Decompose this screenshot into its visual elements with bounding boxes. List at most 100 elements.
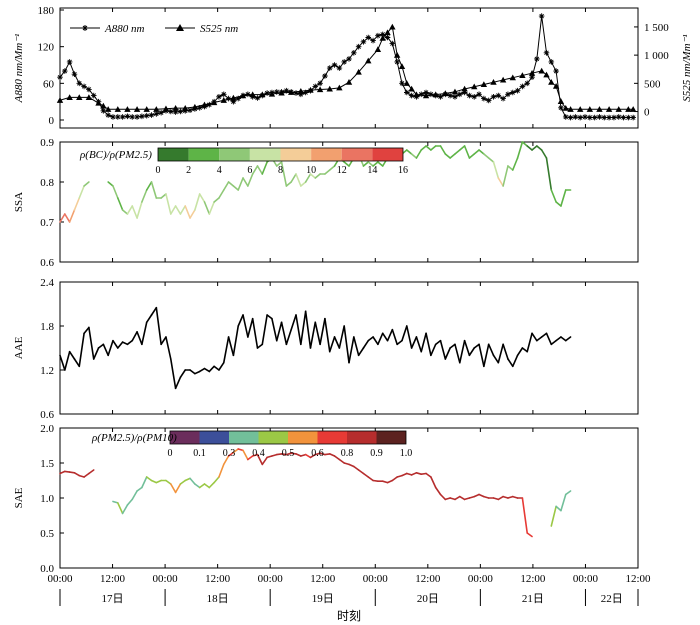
data-point-star — [505, 91, 511, 98]
data-point-star — [298, 91, 304, 98]
series-segment — [290, 314, 297, 331]
y-tick-label: 0.6 — [40, 257, 54, 269]
series-segment — [155, 306, 162, 346]
series-segment — [333, 336, 341, 349]
data-point-star — [519, 83, 526, 90]
data-point-star — [230, 98, 237, 105]
data-point-star — [370, 37, 376, 44]
data-point-triangle — [384, 29, 391, 36]
y-axis-label: A880 nm/Mm⁻¹ — [13, 34, 25, 104]
series-segment — [213, 476, 220, 484]
panel-frame — [59, 281, 639, 415]
data-point-triangle — [355, 68, 362, 75]
data-point-triangle — [297, 88, 305, 94]
series-segment — [68, 209, 76, 223]
series-segment — [449, 497, 456, 501]
colorbar-swatch — [249, 148, 281, 161]
series-segment — [415, 336, 423, 353]
series-segment — [280, 161, 288, 187]
x-tick-label: 00:00 — [153, 573, 179, 585]
series-segment — [526, 532, 533, 538]
data-point-triangle — [85, 94, 93, 100]
data-point-star — [134, 114, 140, 120]
colorbar-swatch — [317, 431, 347, 444]
series-segment — [218, 463, 225, 478]
x-tick-label: 12:00 — [310, 573, 336, 585]
y-tick-label: 1.0 — [40, 493, 54, 505]
data-point-star — [293, 90, 299, 96]
data-point-star — [143, 112, 150, 119]
series-line-1 — [59, 25, 634, 110]
series-segment — [314, 321, 321, 346]
y-tick-label: 1.5 — [40, 458, 54, 470]
series-segment — [194, 193, 201, 211]
series-segment — [169, 358, 177, 390]
colorbar-tick-label: 4 — [217, 165, 222, 176]
colorbar-swatch — [311, 148, 342, 161]
colorbar-tick-label: 0 — [168, 448, 173, 459]
data-point-triangle — [307, 86, 314, 93]
data-point-triangle — [562, 104, 569, 111]
data-point-star — [273, 89, 280, 95]
series-segment — [328, 165, 336, 171]
data-point-star — [428, 91, 434, 98]
series-segment — [396, 339, 403, 346]
series-segment — [290, 452, 297, 455]
series-segment — [377, 332, 384, 346]
series-segment — [536, 336, 543, 342]
series-segment — [309, 321, 317, 349]
data-point-star — [577, 114, 583, 121]
series-segment — [285, 328, 293, 346]
data-point-star — [57, 74, 63, 81]
series-segment — [295, 453, 302, 457]
data-point-star — [216, 93, 222, 100]
y-tick-label-right: 1 500 — [644, 22, 669, 34]
series-segment — [454, 495, 461, 501]
data-point-triangle — [577, 106, 584, 112]
series-segment — [131, 331, 138, 342]
series-segment — [107, 339, 114, 357]
data-point-triangle — [398, 63, 406, 69]
data-point-triangle — [133, 106, 141, 112]
series-segment — [550, 505, 557, 527]
data-point-triangle — [100, 102, 107, 109]
series-segment — [261, 456, 268, 466]
data-point-triangle — [153, 106, 160, 112]
data-point-triangle — [379, 35, 386, 41]
colorbar-tick-label: 12 — [337, 165, 347, 176]
data-point-star — [71, 71, 78, 77]
data-point-star — [254, 95, 261, 101]
y-tick-label: 180 — [38, 5, 55, 17]
x-tick-label: 12:00 — [205, 573, 231, 585]
series-segment — [83, 472, 90, 478]
series-segment — [463, 145, 471, 159]
data-point-star — [351, 49, 357, 56]
series-segment — [126, 205, 134, 215]
series-segment — [78, 185, 85, 199]
series-segment — [309, 453, 317, 459]
colorbar-swatch — [376, 431, 406, 444]
colorbar-frame — [169, 430, 407, 445]
series-segment — [280, 321, 288, 346]
colorbar-swatch — [288, 431, 318, 444]
data-point-triangle — [66, 94, 73, 100]
series-segment — [256, 165, 264, 175]
panel-aae-content: 0.6 1.2 1.8 2.4 AAE — [13, 277, 572, 421]
series-segment — [531, 332, 538, 342]
series-segment — [275, 453, 283, 456]
series-segment — [348, 463, 355, 468]
series-segment — [430, 476, 437, 489]
panel-sae-content: 0.0 0.5 1.0 1.5 2.0 SAE 0 0.1 0.3 0.4 0.5 0.6 0.8 0.9… — [13, 423, 572, 575]
series-segment — [425, 145, 432, 151]
series-segment — [198, 483, 206, 489]
panel-frame — [59, 141, 639, 263]
data-point-star — [220, 91, 227, 98]
series-segment — [242, 449, 249, 461]
y-tick-label-right: 0 — [644, 107, 650, 119]
series-segment — [165, 336, 172, 360]
series-segment — [362, 161, 370, 167]
series-segment — [184, 205, 191, 219]
legend-triangle-marker — [176, 24, 184, 31]
data-point-star — [476, 91, 482, 98]
colorbar-swatch — [170, 431, 200, 444]
